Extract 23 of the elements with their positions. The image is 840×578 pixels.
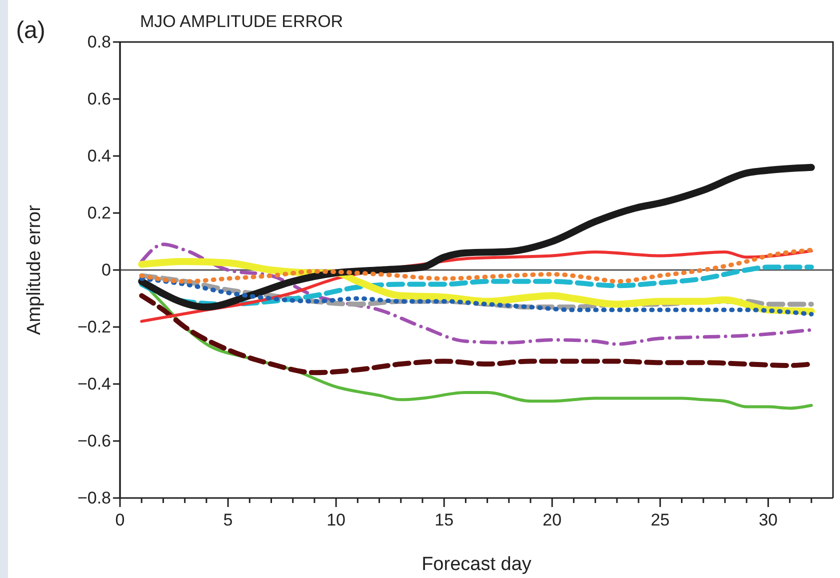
y-tick-label: −0.6: [77, 431, 111, 450]
line-series: [139, 248, 814, 284]
chart-title: MJO AMPLITUDE ERROR: [140, 12, 344, 31]
line-series: [140, 242, 814, 346]
y-tick-label: −0.8: [77, 488, 111, 508]
line-series: [139, 276, 814, 316]
text: (a): [16, 17, 46, 44]
y-tick-label: 0.2: [87, 203, 111, 222]
y-axis-title: Amplitude error: [24, 204, 45, 335]
x-tick-label: 30: [758, 510, 778, 530]
x-tick-label: 5: [223, 510, 233, 530]
x-tick-label: 15: [434, 510, 454, 530]
y-tick-label: −0.4: [77, 374, 111, 394]
x-tick-label: 25: [650, 510, 670, 530]
y-tick-label: 0.8: [87, 32, 111, 52]
y-tick-label: 0.6: [87, 89, 111, 108]
x-tick-label: 20: [542, 510, 562, 530]
y-tick-label: 0: [102, 260, 111, 280]
x-tick-label: 0: [115, 510, 125, 530]
y-tick-label: −0.2: [77, 317, 111, 336]
x-tick-label: 10: [326, 510, 346, 530]
x-axis-title: Forecast day: [422, 554, 532, 575]
y-tick-label: 0.4: [87, 146, 111, 166]
